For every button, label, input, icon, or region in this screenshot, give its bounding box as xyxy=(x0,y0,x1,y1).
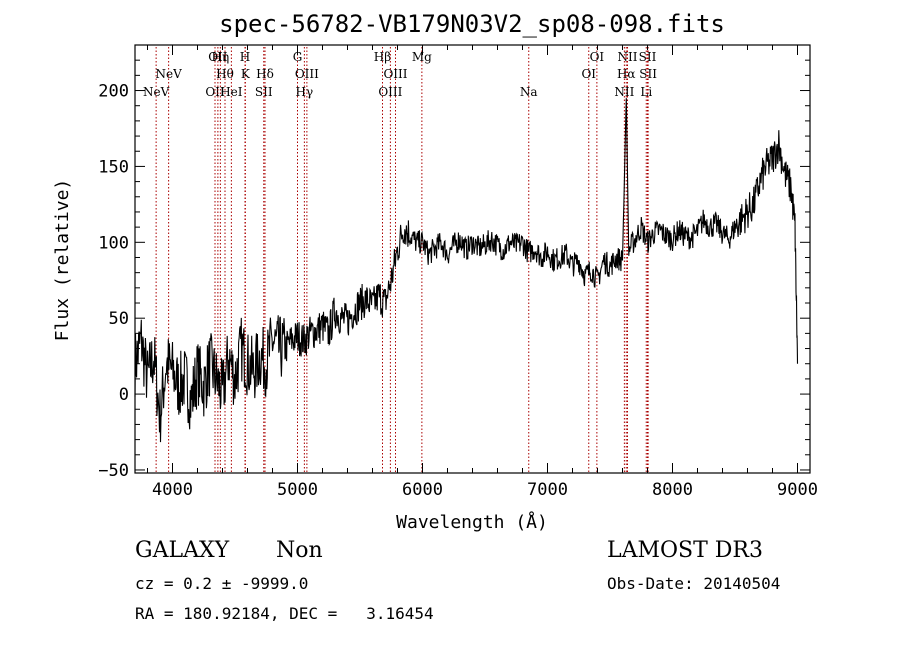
emission-line-label: NeV xyxy=(155,67,182,81)
emission-line-label: OI xyxy=(590,50,605,64)
x-tick-label: 8000 xyxy=(652,480,693,500)
emission-line-label: Li xyxy=(640,85,652,99)
plot-frame xyxy=(134,44,811,474)
emission-line-label: Na xyxy=(520,85,538,99)
y-tick-label: 0 xyxy=(119,385,129,405)
axes: 4000 5000 6000 7000 8000 9000 −50 0 50 100 150 200 xyxy=(98,44,818,500)
emission-line-label: G xyxy=(293,50,303,64)
emission-line-label: Hγ xyxy=(296,85,314,99)
x-tick-label: 6000 xyxy=(402,480,443,500)
spectrum-series-line xyxy=(134,98,799,443)
emission-line-label: H xyxy=(240,50,250,64)
y-tick-label: −50 xyxy=(98,461,129,481)
y-tick-label: 200 xyxy=(98,82,129,102)
emission-line-label: OIII xyxy=(295,67,319,81)
emission-line-label: OII xyxy=(205,85,225,99)
x-tick-label: 5000 xyxy=(277,480,318,500)
emission-line-label: OII xyxy=(208,50,228,64)
y-tick-label: 150 xyxy=(98,157,129,177)
emission-line-label: OI xyxy=(581,67,596,81)
emission-line-label: NeV xyxy=(143,85,170,99)
emission-line-label: Hδ xyxy=(256,67,274,81)
y-tick-label: 50 xyxy=(109,309,129,329)
emission-line-label: OIII xyxy=(378,85,402,99)
emission-line-label: SII xyxy=(639,50,657,64)
subclass-label: Non xyxy=(276,538,323,563)
emission-line-label: SII xyxy=(255,85,273,99)
y-axis-label: Flux (relative) xyxy=(52,179,73,342)
emission-line-label: NII xyxy=(614,85,634,99)
emission-line-label: SII xyxy=(639,67,657,81)
emission-line-label: NII xyxy=(618,50,638,64)
emission-line-label: OIII xyxy=(383,67,407,81)
x-tick-label: 4000 xyxy=(152,480,193,500)
emission-line-label: Hη xyxy=(212,50,230,64)
x-tick-label: 9000 xyxy=(777,480,818,500)
x-tick-label: 7000 xyxy=(527,480,568,500)
x-axis-label: Wavelength (Å) xyxy=(396,511,548,533)
obs-date-text: Obs-Date: 20140504 xyxy=(607,574,781,593)
spectrum-plot xyxy=(134,98,799,443)
emission-line-label: K xyxy=(241,67,251,81)
chart-title: spec-56782-VB179N03V2_sp08-098.fits xyxy=(219,10,725,38)
survey-label: LAMOST DR3 xyxy=(607,538,763,563)
classification-label: GALAXY xyxy=(135,538,230,563)
emission-line-label: HeI xyxy=(220,85,243,99)
redshift-text: cz = 0.2 ± -9999.0 xyxy=(135,574,309,593)
emission-line-label: Mg xyxy=(412,50,432,64)
emission-line-label: Hβ xyxy=(374,50,391,64)
emission-line-label: Hθ xyxy=(216,67,234,81)
coordinates-text: RA = 180.92184, DEC = 3.16454 xyxy=(135,604,434,623)
y-tick-label: 100 xyxy=(98,233,129,253)
emission-line-label: Hα xyxy=(617,67,636,81)
